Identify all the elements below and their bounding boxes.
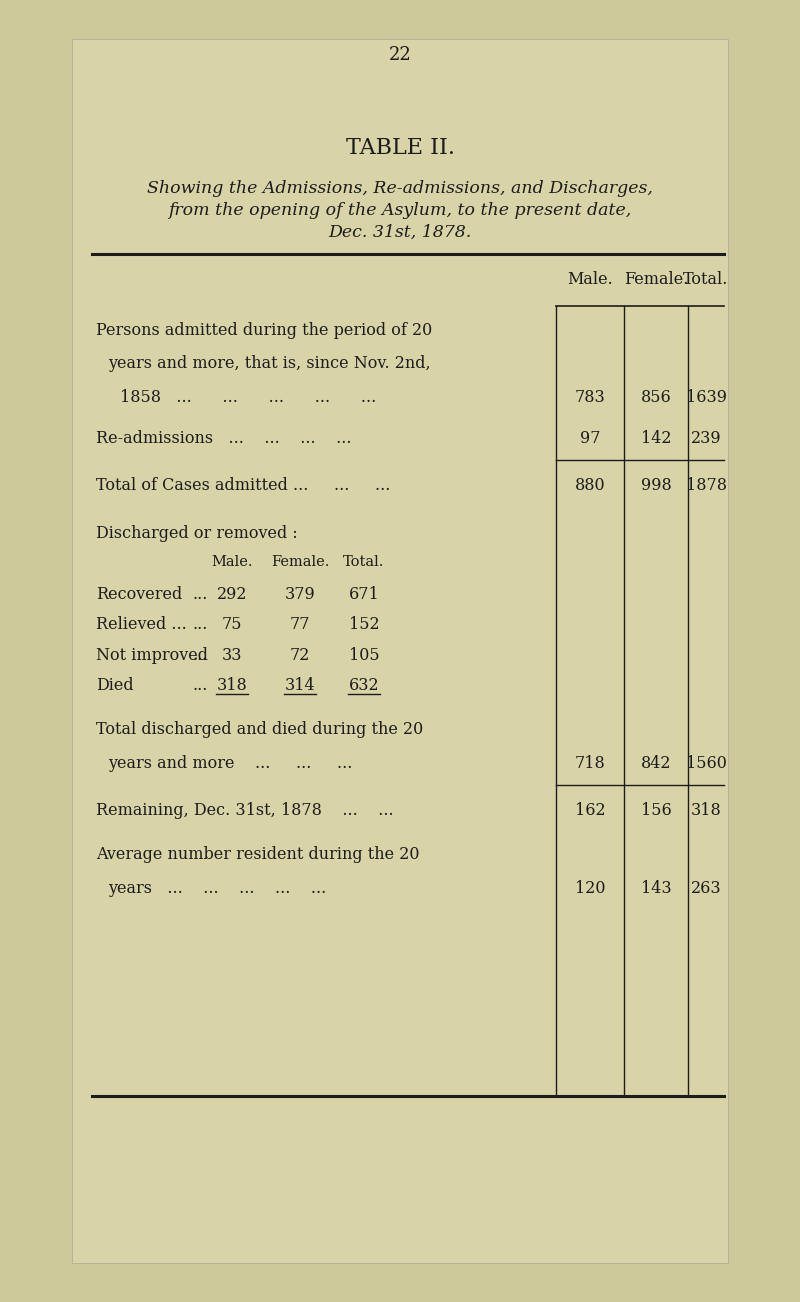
Text: 33: 33 [222,647,242,664]
Text: 856: 856 [641,389,671,406]
Text: Died: Died [96,677,134,694]
Text: Relieved ...: Relieved ... [96,616,186,633]
Text: 998: 998 [641,478,671,495]
Text: ...: ... [192,586,207,603]
Text: 156: 156 [641,802,671,819]
Text: Total.: Total. [343,555,385,569]
Text: 72: 72 [290,647,310,664]
Text: Re-admissions   ...    ...    ...    ...: Re-admissions ... ... ... ... [96,430,351,447]
Text: 671: 671 [349,586,379,603]
Text: Recovered: Recovered [96,586,182,603]
Text: Average number resident during the 20: Average number resident during the 20 [96,846,419,863]
Text: 77: 77 [290,616,310,633]
Text: 292: 292 [217,586,247,603]
Text: 97: 97 [580,430,600,447]
Text: 1878: 1878 [686,478,726,495]
Text: ...: ... [192,616,207,633]
Text: 75: 75 [222,616,242,633]
Text: Showing the Admissions, Re-admissions, and Discharges,: Showing the Admissions, Re-admissions, a… [147,180,653,197]
Text: years   ...    ...    ...    ...    ...: years ... ... ... ... ... [108,880,326,897]
Text: years and more    ...     ...     ...: years and more ... ... ... [108,755,352,772]
Text: 142: 142 [641,430,671,447]
Text: years and more, that is, since Nov. 2nd,: years and more, that is, since Nov. 2nd, [108,355,430,372]
Text: Not improved: Not improved [96,647,208,664]
Text: 1639: 1639 [686,389,726,406]
Text: Total discharged and died during the 20: Total discharged and died during the 20 [96,721,423,738]
Text: 143: 143 [641,880,671,897]
Text: Persons admitted during the period of 20: Persons admitted during the period of 20 [96,322,432,339]
Text: 1560: 1560 [686,755,726,772]
Text: 22: 22 [389,46,411,64]
Text: Remaining, Dec. 31st, 1878    ...    ...: Remaining, Dec. 31st, 1878 ... ... [96,802,394,819]
Text: 842: 842 [641,755,671,772]
Text: 105: 105 [349,647,379,664]
Bar [72,39,728,1263]
Text: 318: 318 [690,802,722,819]
Text: from the opening of the Asylum, to the present date,: from the opening of the Asylum, to the p… [168,202,632,219]
Text: 1858   ...      ...      ...      ...      ...: 1858 ... ... ... ... ... [120,389,376,406]
Text: Discharged or removed :: Discharged or removed : [96,525,298,542]
Text: ...: ... [192,677,207,694]
Text: 632: 632 [349,677,379,694]
Text: 783: 783 [574,389,606,406]
Text: 314: 314 [285,677,315,694]
Text: 239: 239 [690,430,722,447]
Text: Dec. 31st, 1878.: Dec. 31st, 1878. [328,224,472,241]
Text: ...: ... [192,647,207,664]
Text: 120: 120 [574,880,606,897]
Text: Total of Cases admitted ...     ...     ...: Total of Cases admitted ... ... ... [96,478,390,495]
Text: TABLE II.: TABLE II. [346,137,454,159]
Text: Female.: Female. [271,555,329,569]
Text: 152: 152 [349,616,379,633]
Text: 318: 318 [217,677,247,694]
Text: 263: 263 [690,880,722,897]
Text: 162: 162 [574,802,606,819]
Text: Female.: Female. [624,271,688,288]
Text: 880: 880 [574,478,606,495]
Text: 379: 379 [285,586,315,603]
Text: 718: 718 [574,755,606,772]
Text: Total.: Total. [683,271,729,288]
Text: Male.: Male. [211,555,253,569]
Text: Male.: Male. [567,271,613,288]
